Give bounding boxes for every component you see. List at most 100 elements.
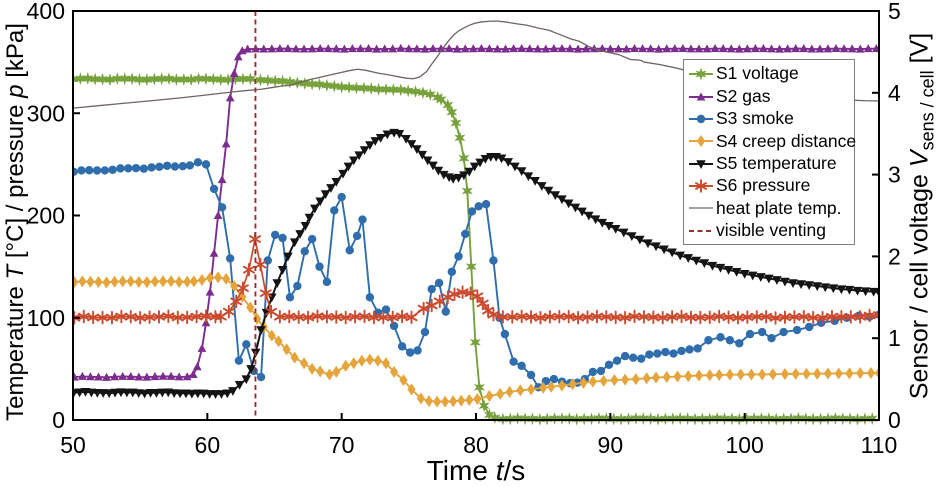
marker-asterisk [675, 309, 688, 324]
marker-triangle-down [241, 375, 252, 385]
marker-diamond [631, 373, 640, 386]
marker-asterisk [637, 310, 650, 324]
marker-hexagram [512, 411, 524, 425]
marker-circle [225, 254, 235, 263]
marker-hexagram [755, 412, 767, 425]
marker-triangle-down [338, 169, 348, 179]
marker-hexagram [380, 83, 392, 96]
marker-asterisk [778, 310, 791, 324]
marker-triangle-down [74, 388, 85, 398]
marker-hexagram [395, 83, 407, 97]
marker-diamond [441, 395, 450, 408]
marker-hexagram [141, 73, 153, 87]
marker-triangle-up [847, 44, 857, 53]
marker-diamond [102, 276, 111, 289]
marker-asterisk [77, 309, 90, 324]
marker-triangle-up [315, 43, 325, 52]
marker-asterisk [181, 310, 194, 325]
marker-asterisk [96, 310, 109, 325]
marker-circle [330, 206, 339, 215]
marker-circle [604, 360, 614, 369]
marker-triangle-up [102, 372, 111, 381]
legend-item-s6-pressure: S6 pressure [688, 175, 851, 197]
marker-asterisk [283, 309, 296, 324]
marker-triangle-up [831, 43, 841, 52]
marker-asterisk [471, 289, 484, 304]
marker-triangle-down [422, 156, 433, 166]
marker-hexagram [541, 412, 553, 426]
marker-asterisk [741, 310, 754, 324]
marker-hexagram [526, 412, 538, 426]
marker-diamond [696, 135, 706, 148]
series-s5-temperature [72, 128, 880, 399]
marker-asterisk [807, 310, 820, 325]
marker-diamond [610, 374, 619, 387]
marker-hexagram [170, 73, 182, 86]
marker-triangle-up [557, 44, 567, 53]
marker-hexagram [465, 260, 477, 274]
marker-triangle-up [581, 44, 591, 53]
marker-circle [209, 184, 219, 194]
marker-triangle-up [142, 372, 152, 381]
marker-triangle-down [537, 182, 547, 191]
marker-circle [124, 164, 133, 173]
marker-asterisk [534, 311, 547, 325]
marker-asterisk [703, 310, 716, 325]
marker-asterisk [265, 304, 278, 319]
marker-circle [263, 256, 272, 265]
marker-hexagram [695, 67, 707, 81]
marker-triangle-down [359, 146, 370, 156]
marker-triangle-up [225, 93, 235, 102]
marker-triangle-down [812, 282, 822, 292]
marker-hexagram [458, 151, 470, 165]
marker-diamond [662, 371, 671, 384]
marker-asterisk [222, 304, 235, 319]
marker-triangle-up [863, 44, 873, 53]
marker-diamond [381, 357, 391, 370]
marker-triangle-down [343, 162, 354, 172]
marker-triangle-up [339, 44, 349, 53]
marker-triangle-up [126, 371, 136, 381]
marker-diamond [110, 275, 119, 288]
marker-triangle-up [686, 44, 696, 53]
marker-asterisk [302, 310, 315, 325]
marker-hexagram [111, 72, 123, 86]
marker-asterisk [525, 310, 538, 324]
marker-triangle-up [871, 44, 880, 53]
marker-hexagram [763, 412, 775, 426]
y-left-tick-label: 200 [27, 203, 65, 229]
y-right-tick-label: 3 [888, 162, 901, 188]
legend-swatch [689, 229, 713, 232]
marker-triangle-up [477, 43, 486, 52]
marker-triangle-up [694, 44, 704, 53]
marker-triangle-down [145, 389, 156, 398]
marker-triangle-up [436, 44, 446, 53]
marker-triangle-down [304, 213, 315, 223]
marker-triangle-down [480, 155, 491, 164]
marker-triangle-up [533, 44, 543, 53]
marker-triangle-up [209, 248, 219, 257]
marker-triangle-up [630, 43, 639, 52]
marker-circle [242, 340, 251, 349]
marker-asterisk [386, 310, 399, 325]
marker-asterisk [124, 309, 137, 324]
marker-triangle-down [796, 280, 806, 290]
marker-hexagram [365, 82, 377, 96]
marker-circle [307, 234, 317, 244]
marker-triangle-down [747, 271, 758, 281]
marker-diamond [791, 367, 800, 380]
series-markers [72, 43, 880, 381]
marker-triangle-down [326, 184, 336, 193]
marker-asterisk [243, 262, 255, 277]
legend-item-label: S6 pressure [716, 175, 811, 196]
marker-circle [256, 372, 266, 382]
marker-triangle-down [175, 389, 185, 399]
marker-circle [352, 231, 362, 241]
marker-triangle-down [331, 178, 342, 187]
marker-circle [669, 349, 678, 358]
marker-diamond [183, 275, 192, 288]
legend-swatch [689, 135, 713, 148]
marker-triangle-down [439, 170, 449, 180]
marker-circle [628, 353, 638, 362]
marker-circle [645, 350, 654, 359]
